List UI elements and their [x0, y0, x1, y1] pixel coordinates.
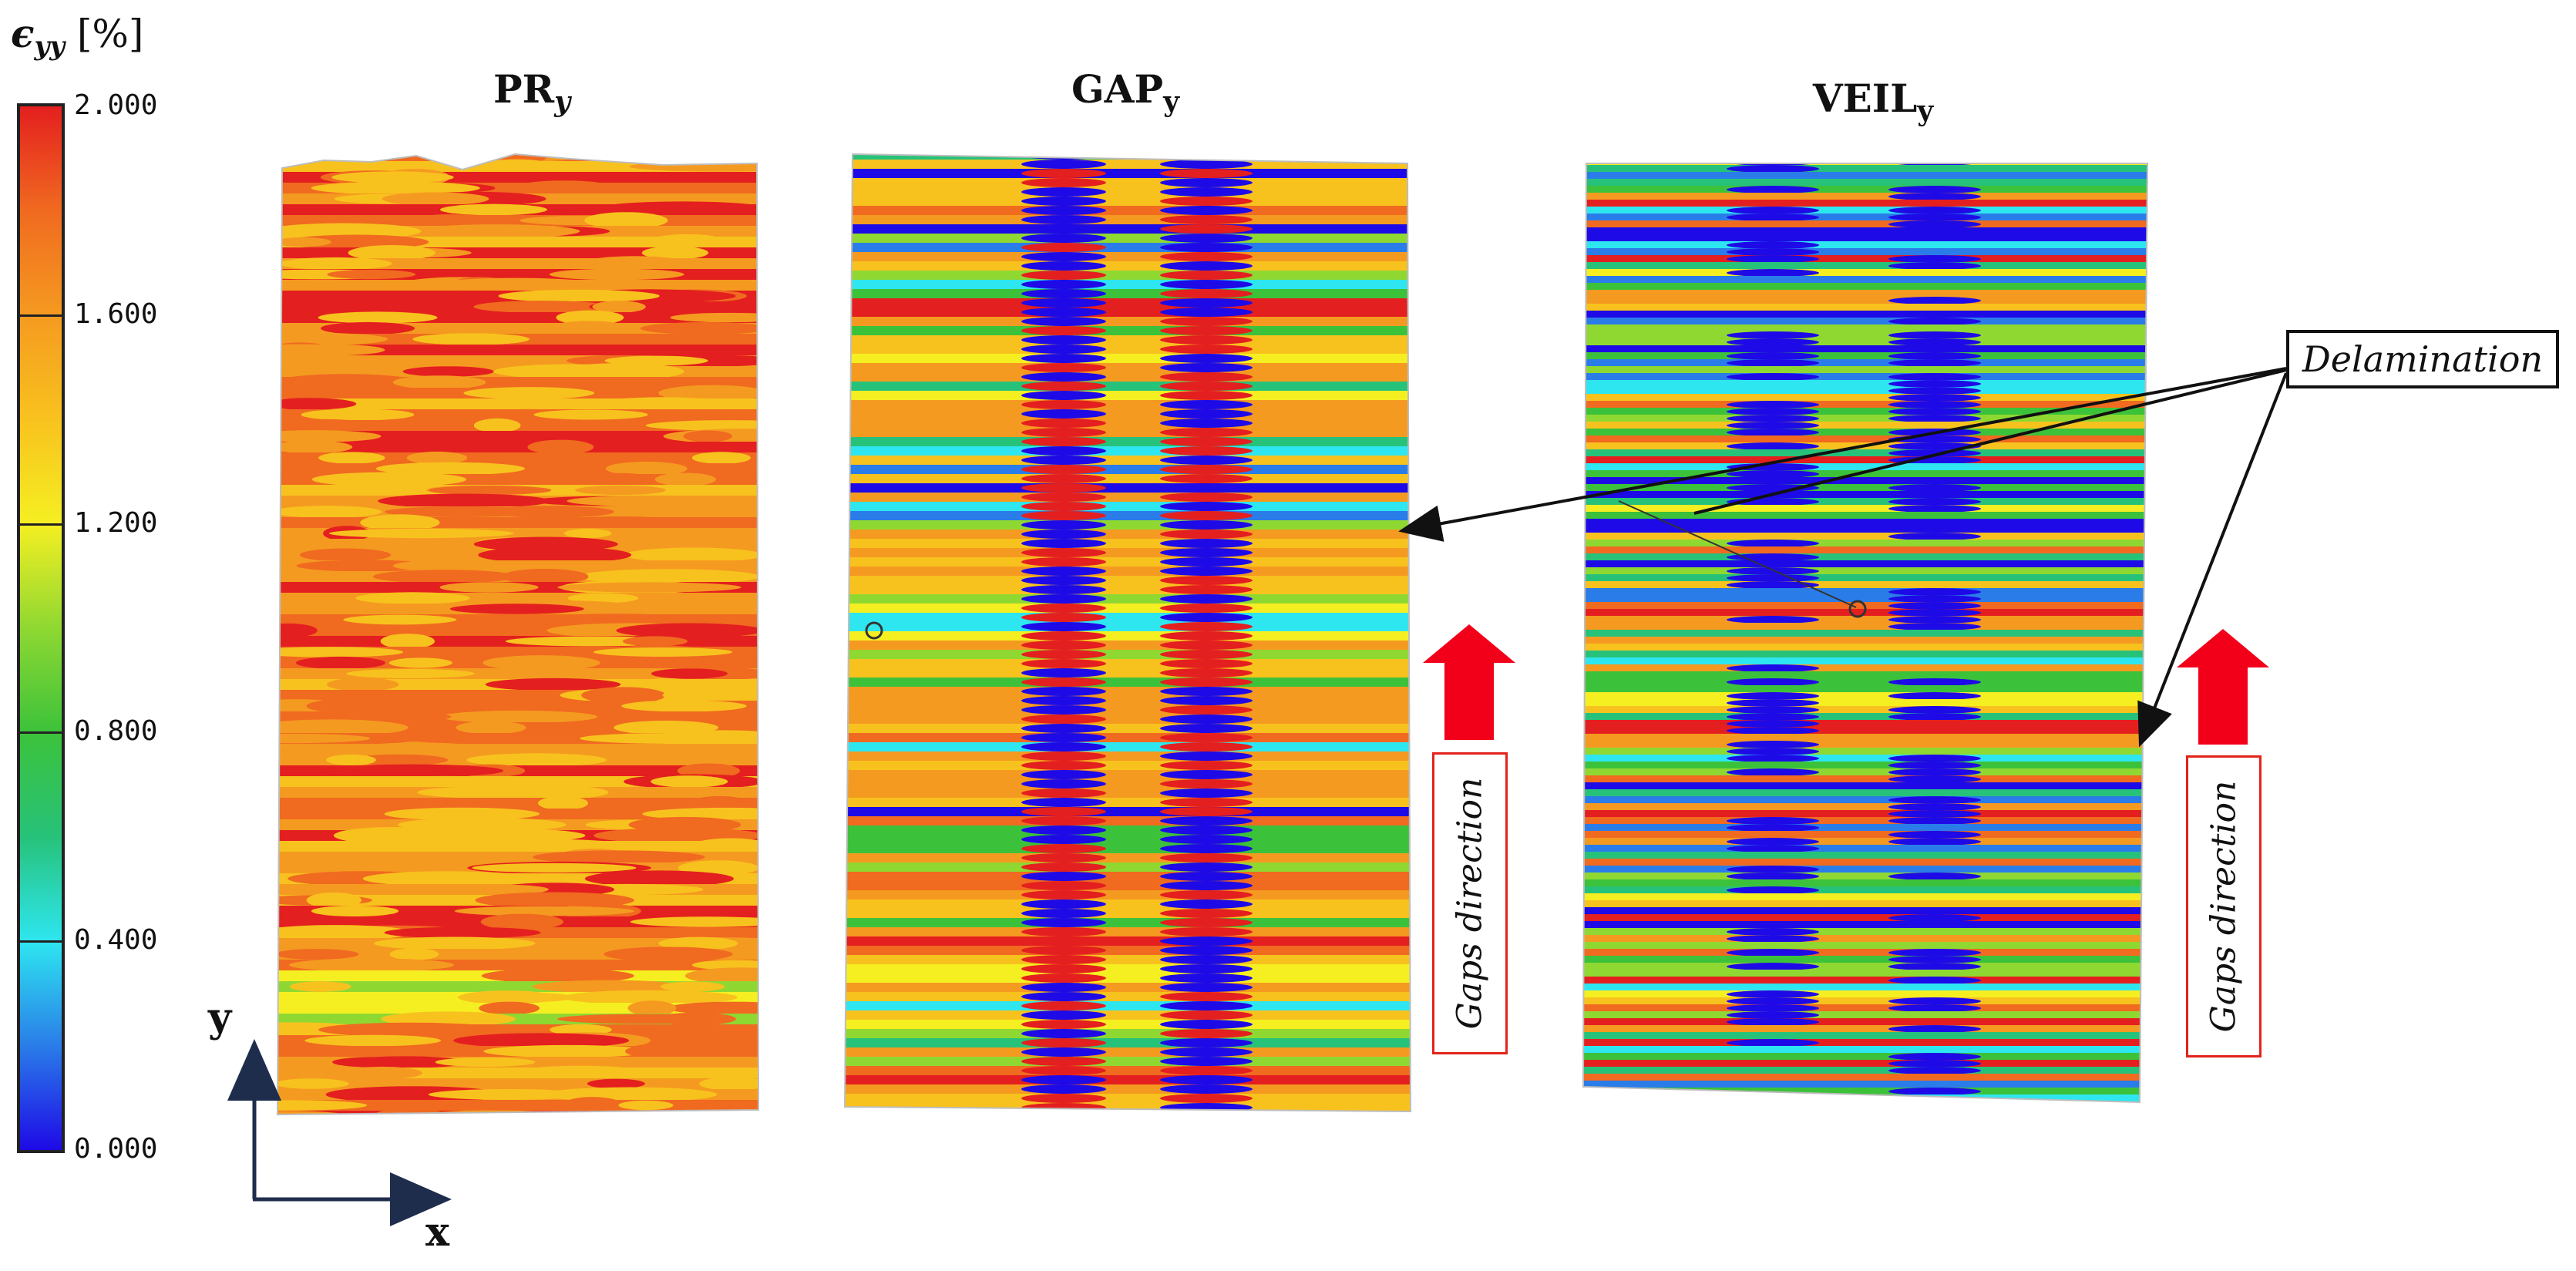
colorbar-tick-label: 1.200	[74, 506, 158, 539]
colorbar	[17, 103, 65, 1153]
map-veil-outline	[1582, 163, 2149, 1104]
axis-y-label: y	[208, 994, 232, 1041]
delamination-arrow-veil-top	[1693, 368, 2287, 515]
map-pr-outline	[276, 153, 760, 1116]
delamination-arrow-gap	[1398, 367, 2287, 542]
map-gap	[845, 154, 1411, 1111]
colorbar-tick-label: 0.800	[74, 715, 158, 748]
panel-title-veil: VEILy	[1812, 76, 1934, 127]
colorbar-tick-label: 1.600	[74, 298, 158, 330]
gaps-direction-box-veil: Gaps direction	[2186, 755, 2262, 1057]
marker-leader	[1618, 500, 1857, 608]
map-gap-outline	[843, 153, 1412, 1113]
colorbar-tick-label: 2.000	[74, 89, 158, 121]
gaps-arrow-veil	[2177, 629, 2269, 745]
marker-gap	[865, 621, 883, 640]
colorbar-tick-mark	[20, 523, 62, 526]
strain-unit: [%]	[64, 12, 144, 56]
panel-title-gap: GAPy	[1071, 66, 1179, 118]
gaps-direction-label-veil: Gaps direction	[2204, 780, 2244, 1033]
colorbar-tick-label: 0.400	[74, 924, 158, 957]
delamination-label: Delamination	[2286, 330, 2559, 388]
strain-subscript: yy	[34, 31, 65, 62]
strain-symbol: ϵ	[11, 11, 35, 56]
delamination-arrow-veil-edge	[2137, 372, 2288, 748]
colorbar-tick-mark	[20, 314, 62, 317]
colorbar-tick-mark	[20, 940, 62, 943]
axis-x-label: x	[425, 1209, 450, 1256]
map-pr	[277, 154, 758, 1115]
marker-veil	[1848, 600, 1867, 618]
gaps-arrow-gap	[1423, 624, 1515, 740]
colorbar-title: ϵyy [%]	[11, 11, 143, 62]
gaps-direction-label-gap: Gaps direction	[1450, 777, 1490, 1030]
colorbar-tick-label: 0.000	[74, 1133, 158, 1165]
panel-title-pr: PRy	[493, 66, 571, 118]
colorbar-tick-mark	[20, 731, 62, 735]
map-veil	[1583, 163, 2147, 1102]
gaps-direction-box-gap: Gaps direction	[1432, 752, 1508, 1054]
